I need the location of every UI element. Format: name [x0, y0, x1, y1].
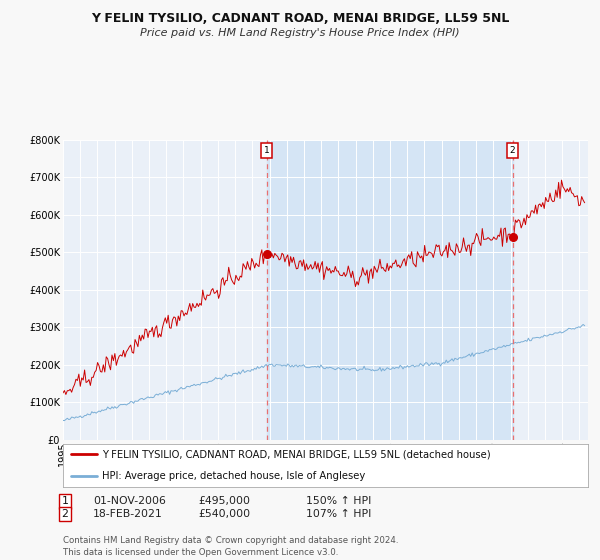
Text: 18-FEB-2021: 18-FEB-2021: [93, 509, 163, 519]
Text: £540,000: £540,000: [198, 509, 250, 519]
Text: HPI: Average price, detached house, Isle of Anglesey: HPI: Average price, detached house, Isle…: [103, 472, 365, 481]
Bar: [266, 140, 512, 440]
Text: 1: 1: [264, 146, 269, 155]
Text: 1: 1: [61, 496, 68, 506]
Text: Y FELIN TYSILIO, CADNANT ROAD, MENAI BRIDGE, LL59 5NL: Y FELIN TYSILIO, CADNANT ROAD, MENAI BRI…: [91, 12, 509, 25]
Text: 2: 2: [61, 509, 68, 519]
Text: £495,000: £495,000: [198, 496, 250, 506]
Text: 107% ↑ HPI: 107% ↑ HPI: [306, 509, 371, 519]
Text: Y FELIN TYSILIO, CADNANT ROAD, MENAI BRIDGE, LL59 5NL (detached house): Y FELIN TYSILIO, CADNANT ROAD, MENAI BRI…: [103, 450, 491, 459]
Text: 2: 2: [510, 146, 515, 155]
Text: Price paid vs. HM Land Registry's House Price Index (HPI): Price paid vs. HM Land Registry's House …: [140, 28, 460, 38]
Text: 01-NOV-2006: 01-NOV-2006: [93, 496, 166, 506]
Text: Contains HM Land Registry data © Crown copyright and database right 2024.
This d: Contains HM Land Registry data © Crown c…: [63, 536, 398, 557]
Text: 150% ↑ HPI: 150% ↑ HPI: [306, 496, 371, 506]
